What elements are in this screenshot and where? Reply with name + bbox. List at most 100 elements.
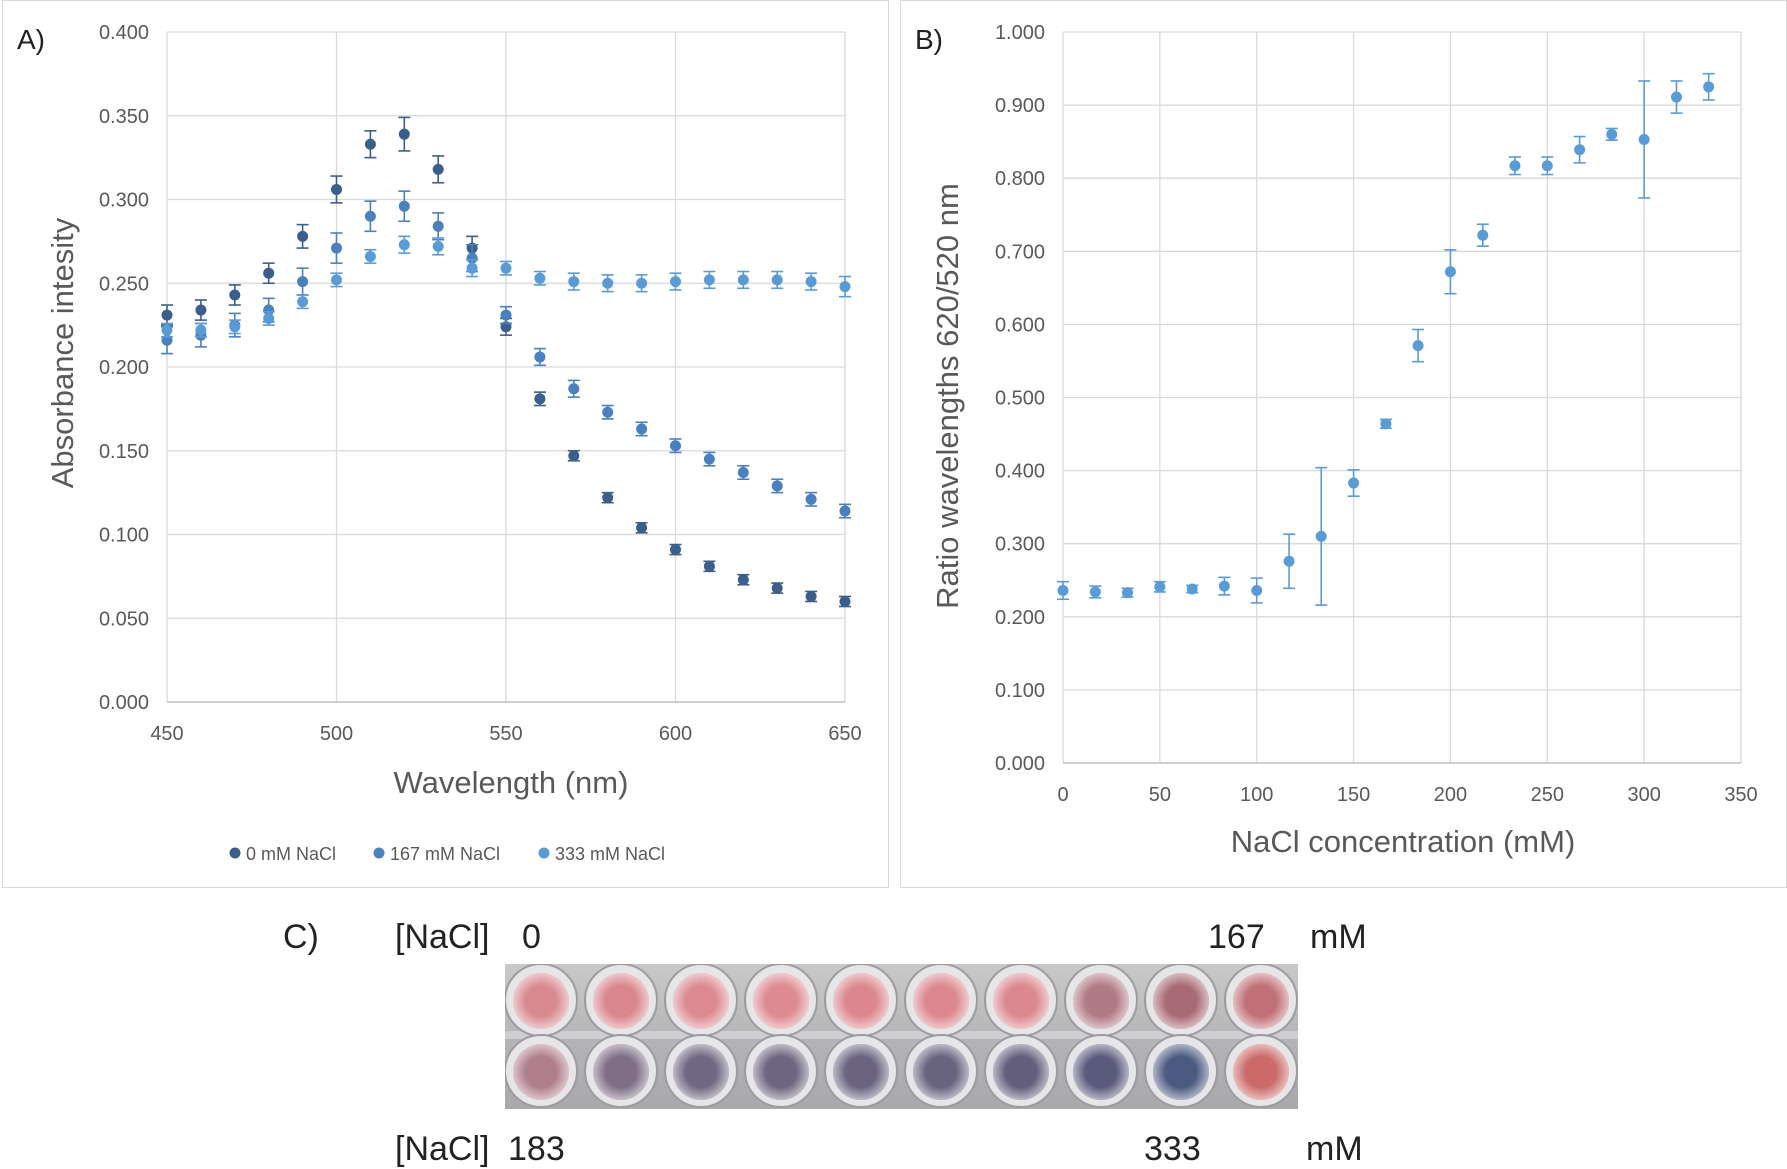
- chart-a-grid: [166, 31, 846, 703]
- bottom-row-prefix: [NaCl]: [395, 1130, 490, 1168]
- x-tick-label: 0: [1057, 784, 1068, 806]
- x-tick-label: 250: [1531, 784, 1564, 806]
- top-row-start: 0: [522, 918, 541, 956]
- y-tick-label: 0.800: [995, 168, 1045, 190]
- well-highlight: [513, 973, 569, 1029]
- data-point: [805, 590, 817, 602]
- x-tick-label: 100: [1240, 784, 1273, 806]
- data-point: [703, 274, 715, 286]
- data-point: [297, 230, 309, 242]
- data-point: [398, 239, 410, 251]
- legend-label: 167 mM NaCl: [390, 844, 500, 864]
- y-tick-label: 0.900: [995, 95, 1045, 117]
- x-tick-label: 50: [1149, 784, 1171, 806]
- data-point: [839, 596, 851, 607]
- data-point: [636, 277, 648, 289]
- well-highlight: [593, 1044, 649, 1100]
- y-tick-label: 0.050: [99, 608, 149, 630]
- y-tick-label: 0.200: [99, 357, 149, 379]
- panel-b: B) 0 50 100 150 200 250 300 350 0.000 0.100 0.200 0…: [900, 0, 1787, 888]
- well-highlight: [1153, 973, 1209, 1029]
- data-point: [737, 274, 749, 286]
- series-2: [161, 235, 851, 338]
- data-point: [432, 220, 444, 232]
- y-tick-label: 0.100: [99, 525, 149, 547]
- data-point: [703, 453, 715, 465]
- plate-wells: [505, 964, 1298, 1108]
- y-tick-label: 0.200: [995, 607, 1045, 629]
- data-point: [195, 324, 207, 336]
- chart-b-tick-labels: 0 50 100 150 200 250 300 350 0.000 0.100 0.200 0.30…: [995, 22, 1758, 806]
- data-point: [1348, 477, 1360, 489]
- well-highlight: [1073, 1044, 1129, 1100]
- y-tick-label: 0.000: [995, 753, 1045, 775]
- bottom-row-unit: mM: [1306, 1130, 1363, 1168]
- data-point: [161, 309, 173, 321]
- y-tick-label: 0.400: [995, 461, 1045, 483]
- data-point: [602, 277, 614, 289]
- top-row-unit: mM: [1310, 918, 1367, 956]
- data-point: [602, 406, 614, 418]
- legend-label: 333 mM NaCl: [555, 844, 665, 864]
- chart-b-xlabel: NaCl concentration (mM): [1231, 824, 1576, 859]
- legend-marker: [229, 847, 241, 859]
- bottom-row-end: 333: [1144, 1130, 1201, 1168]
- y-tick-label: 0.500: [995, 388, 1045, 410]
- y-tick-label: 0.300: [99, 190, 149, 212]
- well-highlight: [673, 1044, 729, 1100]
- well-highlight: [913, 1044, 969, 1100]
- well-highlight: [753, 973, 809, 1029]
- data-point: [1574, 144, 1586, 156]
- panel-c-label: C): [283, 918, 319, 956]
- series-1: [161, 190, 851, 519]
- y-tick-label: 1.000: [995, 22, 1045, 44]
- data-point: [1380, 418, 1392, 430]
- legend-marker: [373, 847, 385, 859]
- top-row-end: 167: [1208, 918, 1265, 956]
- data-point: [1251, 584, 1263, 596]
- data-point: [432, 240, 444, 252]
- y-tick-label: 0.100: [995, 680, 1045, 702]
- data-point: [839, 505, 851, 517]
- well-highlight: [833, 1044, 889, 1100]
- data-point: [1122, 587, 1134, 599]
- data-point: [263, 267, 275, 279]
- data-point: [703, 560, 715, 572]
- data-point: [364, 250, 376, 262]
- absorbance-chart: A) 450 500 550 600 650 0.000 0.050 0.100 0.150 0.…: [17, 22, 862, 864]
- x-tick-label: 350: [1724, 784, 1757, 806]
- well-highlight: [993, 973, 1049, 1029]
- data-point: [839, 281, 851, 293]
- data-point: [1315, 530, 1327, 542]
- data-point: [805, 493, 817, 505]
- data-point: [670, 440, 681, 452]
- well-plate-photo: [505, 964, 1298, 1109]
- y-tick-label: 0.400: [99, 22, 149, 44]
- panel-b-label: B): [915, 24, 943, 55]
- chart-b-ylabel: Ratio wavelengths 620/520 nm: [930, 183, 965, 609]
- data-point: [771, 582, 783, 594]
- legend-label: 0 mM NaCl: [246, 844, 336, 864]
- data-point: [534, 272, 546, 284]
- data-point: [195, 304, 207, 316]
- series-0: [1057, 72, 1715, 606]
- data-point: [1218, 580, 1230, 592]
- data-point: [1089, 586, 1101, 598]
- chart-a-tick-labels: 450 500 550 600 650 0.000 0.050 0.100 0.150 0.200…: [99, 22, 862, 745]
- well-highlight: [1153, 1044, 1209, 1100]
- data-point: [161, 324, 173, 336]
- data-point: [331, 242, 342, 254]
- x-tick-label: 650: [828, 723, 861, 745]
- y-tick-label: 0.150: [99, 441, 149, 463]
- data-point: [398, 128, 410, 140]
- data-point: [568, 276, 580, 288]
- data-point: [229, 289, 241, 301]
- chart-b-grid: [1062, 31, 1742, 764]
- data-point: [1186, 583, 1198, 595]
- well-highlight: [1233, 973, 1289, 1029]
- data-point: [1057, 584, 1069, 596]
- data-point: [1154, 581, 1166, 593]
- chart-a-series: [161, 116, 851, 608]
- data-point: [636, 522, 648, 534]
- data-point: [670, 544, 681, 556]
